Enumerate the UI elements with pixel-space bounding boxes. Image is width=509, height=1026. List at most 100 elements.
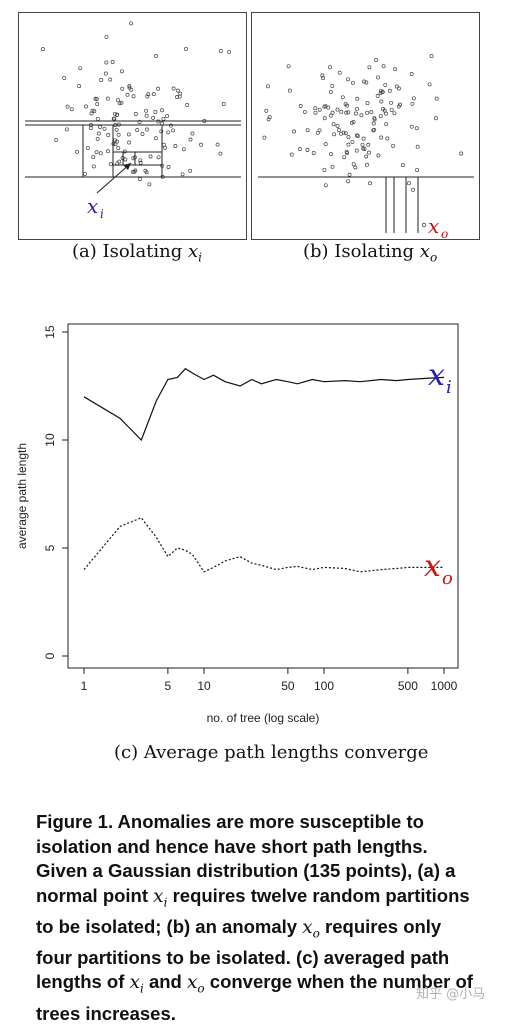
scatter-point — [336, 124, 339, 127]
scatter-point — [189, 138, 192, 141]
scatter-point — [96, 137, 99, 140]
x-axis-label: no. of tree (log scale) — [207, 711, 320, 725]
scatter-point — [117, 147, 120, 150]
scatter-point — [435, 97, 438, 100]
scatter-point — [126, 93, 129, 96]
scatter-point — [75, 150, 78, 153]
scatter-point — [410, 72, 413, 75]
caption-a-text: (a) Isolating — [72, 241, 188, 262]
scatter-point — [121, 87, 124, 90]
scatter-point — [314, 107, 317, 110]
scatter-point — [376, 76, 379, 79]
scatter-point — [428, 83, 431, 86]
scatter-point — [290, 153, 293, 156]
scatter-point — [182, 148, 185, 151]
scatter-point — [134, 112, 137, 115]
scatter-point — [380, 136, 383, 139]
scatter-point — [106, 97, 109, 100]
scatter-point — [118, 102, 121, 105]
scatter-point — [331, 111, 334, 114]
scatter-point — [265, 109, 268, 112]
scatter-point — [118, 160, 121, 163]
y-axis-label: average path length — [15, 443, 29, 549]
scatter-point — [145, 128, 148, 131]
y-tick-label: 0 — [43, 652, 57, 659]
x-tick-label: 1 — [81, 679, 88, 693]
scatter-point — [79, 67, 82, 70]
scatter-point — [333, 133, 336, 136]
scatter-point — [401, 164, 404, 167]
scatter-point — [136, 129, 139, 132]
scatter-point — [460, 152, 463, 155]
scatter-point — [263, 136, 266, 139]
scatter-point — [411, 188, 414, 191]
scatter-point — [332, 123, 335, 126]
scatter-point — [166, 115, 169, 118]
x-tick-label: 10 — [197, 679, 211, 693]
scatter-point — [157, 87, 160, 90]
caption-a: (a) Isolating xi — [72, 241, 202, 265]
scatter-point — [99, 152, 102, 155]
scatter-point — [116, 99, 119, 102]
math-xo-2: x — [187, 972, 197, 993]
scatter-point — [152, 93, 155, 96]
scatter-point — [105, 61, 108, 64]
scatter-point — [299, 104, 302, 107]
scatter-point — [181, 173, 184, 176]
scatter-point — [184, 47, 187, 50]
scatter-point — [145, 114, 148, 117]
scatter-point — [336, 108, 339, 111]
xi-point-label-sub: i — [100, 207, 104, 221]
scatter-point — [365, 155, 368, 158]
scatter-point — [172, 87, 175, 90]
scatter-point — [219, 49, 222, 52]
scatter-point — [128, 141, 131, 144]
scatter-point — [352, 163, 355, 166]
scatter-point — [430, 55, 433, 58]
scatter-point — [318, 108, 321, 111]
scatter-point — [145, 109, 148, 112]
scatter-point — [362, 137, 365, 140]
caption-a-sub: i — [198, 251, 202, 265]
x-tick-label: 100 — [314, 679, 334, 693]
scatter-point — [367, 143, 370, 146]
scatter-point — [303, 110, 306, 113]
caption-b-var: x — [420, 241, 430, 262]
scatter-point — [377, 154, 380, 157]
scatter-point — [392, 144, 395, 147]
scatter-point — [92, 156, 95, 159]
scatter-point — [83, 172, 86, 175]
scatter-point — [298, 147, 301, 150]
scatter-point — [100, 78, 103, 81]
scatter-point — [167, 165, 170, 168]
scatter-point — [415, 168, 418, 171]
scatter-point — [109, 163, 112, 166]
scatter-point — [351, 81, 354, 84]
y-tick-label: 5 — [43, 544, 57, 551]
scatter-point — [379, 115, 382, 118]
scatter-point — [96, 103, 99, 106]
scatter-point — [316, 131, 319, 134]
scatter-point — [216, 143, 219, 146]
scatter-point — [367, 151, 370, 154]
scatter-point — [189, 169, 192, 172]
scatter-point — [89, 127, 92, 130]
scatter-point — [103, 127, 106, 130]
scatter-point — [361, 143, 364, 146]
scatter-point — [141, 132, 144, 135]
x-tick-label: 5 — [165, 679, 172, 693]
scatter-point — [219, 152, 222, 155]
scatter-point — [41, 48, 44, 51]
math-xi: x — [153, 886, 163, 907]
scatter-point — [152, 116, 155, 119]
y-tick-label: 15 — [43, 325, 57, 339]
scatter-point — [105, 35, 108, 38]
scatter-point — [393, 112, 396, 115]
scatter-point — [186, 103, 189, 106]
scatter-point — [55, 138, 58, 141]
scatter-point — [222, 102, 225, 105]
scatter-point — [104, 72, 107, 75]
scatter-point — [149, 155, 152, 158]
